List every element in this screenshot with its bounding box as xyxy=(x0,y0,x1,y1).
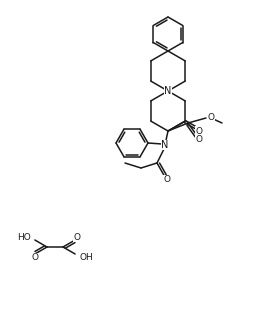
Text: O: O xyxy=(196,126,203,135)
Text: O: O xyxy=(208,113,215,121)
Text: O: O xyxy=(196,135,203,144)
Text: HO: HO xyxy=(17,232,31,241)
Text: O: O xyxy=(31,253,38,262)
Text: OH: OH xyxy=(79,252,93,261)
Text: N: N xyxy=(161,140,169,150)
Text: O: O xyxy=(74,232,81,241)
Text: O: O xyxy=(163,175,170,184)
Text: N: N xyxy=(164,86,172,96)
